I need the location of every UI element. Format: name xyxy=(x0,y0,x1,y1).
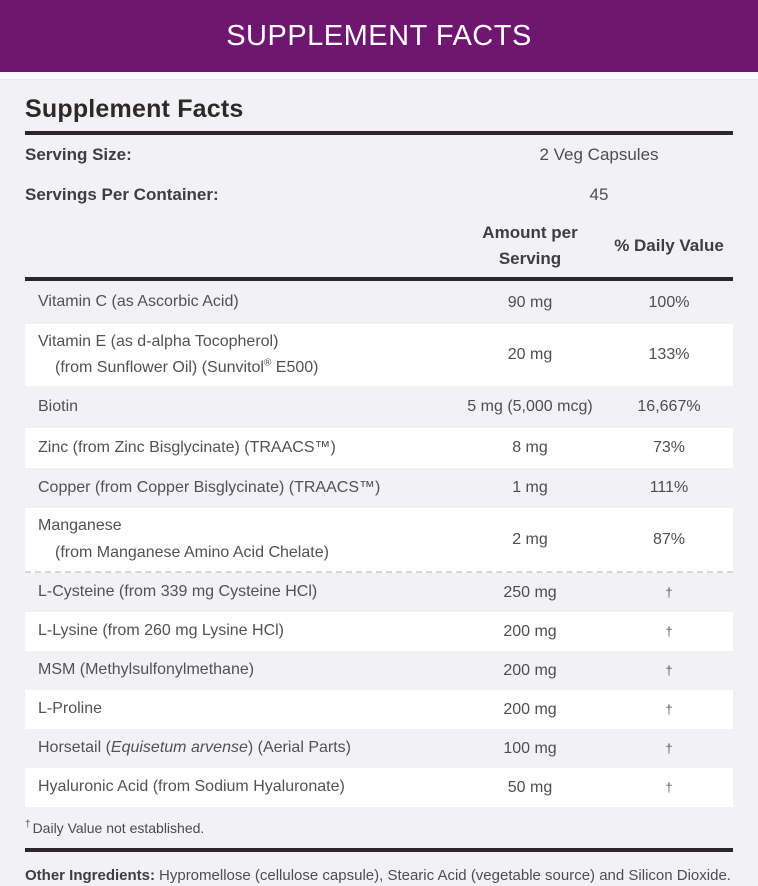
ingredient-name: Zinc (from Zinc Bisglycinate) (TRAACS™) xyxy=(38,438,336,456)
ingredient-name: Manganese (from Manganese Amino Acid Che… xyxy=(38,517,329,561)
ingredient-name: Vitamin E (as d-alpha Tocopherol) (from … xyxy=(38,332,319,376)
table-row: Vitamin E (as d-alpha Tocopherol) (from … xyxy=(25,324,733,386)
amount-cell: 8 mg xyxy=(512,439,548,456)
daily-value-cell: 16,667% xyxy=(637,398,701,415)
daily-value-cell: † xyxy=(665,702,673,717)
daily-value-cell: 111% xyxy=(649,479,689,496)
amount-cell: 250 mg xyxy=(503,583,557,601)
ingredient-name: MSM (Methylsulfonylmethane) xyxy=(38,661,255,679)
other-ingredients: Other Ingredients: Hypromellose (cellulos… xyxy=(25,852,733,886)
registered-mark: ® xyxy=(263,357,272,369)
ingredient-name: Hyaluronic Acid (from Sodium Hyaluronate… xyxy=(38,778,345,796)
amount-cell: 90 mg xyxy=(507,293,553,311)
ingredient-name: Biotin xyxy=(38,397,79,415)
amount-cell: 20 mg xyxy=(507,346,553,363)
ingredient-name: Vitamin C (as Ascorbic Acid) xyxy=(38,293,239,311)
amount-cell: 200 mg xyxy=(503,700,557,718)
daily-value-cell: † xyxy=(665,624,673,639)
table-row: Copper (from Copper Bisglycinate) (TRAAC… xyxy=(25,468,733,508)
section-banner: SUPPLEMENT FACTS xyxy=(0,0,758,72)
daily-value-cell: 87% xyxy=(652,530,686,548)
amount-cell: 100 mg xyxy=(503,739,557,757)
table-row: MSM (Methylsulfonylmethane) 200 mg † xyxy=(25,651,733,690)
ingredient-name: L-Cysteine (from 339 mg Cysteine HCl) xyxy=(38,583,318,601)
table-row: Hyaluronic Acid (from Sodium Hyaluronate… xyxy=(25,768,733,807)
amount-cell: 200 mg xyxy=(503,622,557,640)
column-header-daily-value: % Daily Value xyxy=(614,235,724,255)
daily-value-footnote: † Daily Value not established. xyxy=(25,819,205,836)
table-row: Vitamin C (as Ascorbic Acid) 90 mg 100% xyxy=(25,281,733,324)
table-row: Horsetail (Equisetum arvense) (Aerial Pa… xyxy=(25,729,733,768)
amount-cell: 2 mg xyxy=(512,530,548,548)
daily-value-cell: † xyxy=(665,663,673,678)
amount-cell: 1 mg xyxy=(512,479,548,496)
dagger-symbol: † xyxy=(25,819,31,831)
ingredient-name: L-Lysine (from 260 mg Lysine HCl) xyxy=(38,622,285,640)
daily-value-cell: 100% xyxy=(648,293,690,311)
panel-heading: Supplement Facts xyxy=(25,95,244,123)
serving-size-value: 2 Veg Capsules xyxy=(539,145,659,164)
banner-title: SUPPLEMENT FACTS xyxy=(226,19,532,52)
table-row: L-Proline 200 mg † xyxy=(25,690,733,729)
servings-per-container-value: 45 xyxy=(589,185,609,204)
serving-size-label: Serving Size: xyxy=(25,145,132,164)
other-ingredients-text: Hypromellose (cellulose capsule), Steari… xyxy=(159,867,731,884)
bottom-rule xyxy=(25,848,733,852)
table-top-rule xyxy=(25,277,733,281)
amount-cell: 50 mg xyxy=(507,778,553,796)
supplement-facts-panel: Supplement Facts Serving Size: 2 Veg Cap… xyxy=(0,95,758,886)
daily-value-cell: 73% xyxy=(652,439,686,456)
ingredient-name: Horsetail (Equisetum arvense) (Aerial Pa… xyxy=(38,739,351,757)
banner-divider xyxy=(0,72,758,80)
column-header-amount: Amount per Serving xyxy=(482,222,578,268)
species-name: Equisetum arvense xyxy=(110,739,248,757)
serving-size-row: Serving Size: 2 Veg Capsules xyxy=(25,135,733,175)
daily-value-cell: 133% xyxy=(648,346,690,363)
servings-per-container-row: Servings Per Container: 45 xyxy=(25,175,733,215)
amount-cell: 5 mg (5,000 mcg) xyxy=(467,398,593,415)
column-headers-row: Amount per Serving % Daily Value xyxy=(25,215,733,277)
daily-value-cell: † xyxy=(665,741,673,756)
amount-cell: 200 mg xyxy=(503,661,557,679)
daily-value-cell: † xyxy=(665,585,673,600)
daily-value-cell: † xyxy=(665,780,673,795)
table-row: Biotin 5 mg (5,000 mcg) 16,667% xyxy=(25,386,733,428)
table-row: L-Cysteine (from 339 mg Cysteine HCl) 25… xyxy=(25,573,733,612)
ingredient-name: L-Proline xyxy=(38,700,103,718)
other-ingredients-label: Other Ingredients: xyxy=(25,867,156,884)
table-row: L-Lysine (from 260 mg Lysine HCl) 200 mg… xyxy=(25,612,733,651)
servings-per-container-label: Servings Per Container: xyxy=(25,185,219,204)
table-row: Zinc (from Zinc Bisglycinate) (TRAACS™) … xyxy=(25,428,733,468)
ingredient-name: Copper (from Copper Bisglycinate) (TRAAC… xyxy=(38,478,381,496)
table-row: Manganese (from Manganese Amino Acid Che… xyxy=(25,508,733,573)
heading-rule xyxy=(25,131,733,135)
